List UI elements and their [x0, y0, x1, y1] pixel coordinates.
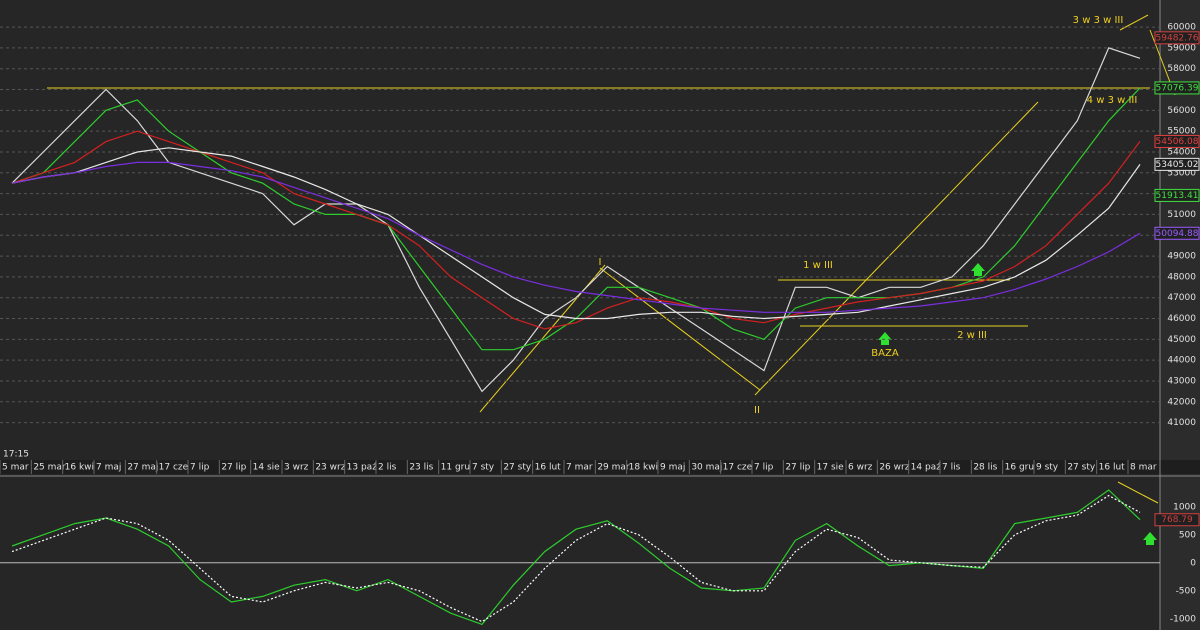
- price-label: 57076.39: [1156, 83, 1199, 93]
- price-marker: [1154, 188, 1200, 202]
- y-tick-label: -500: [1176, 586, 1197, 596]
- annotation: I: [599, 257, 602, 268]
- x-tick-label: 29 mar: [597, 463, 630, 473]
- x-tick-label: 17 cze: [723, 463, 753, 473]
- x-tick-label: 7 sty: [472, 463, 495, 473]
- series-line: [11, 494, 1141, 623]
- x-tick-label: 3 wrz: [284, 463, 309, 473]
- annotation: 1 w III: [803, 260, 833, 271]
- y-tick-label: 47000: [1167, 293, 1196, 303]
- x-tick-label: 23 lis: [409, 463, 433, 473]
- x-tick-label: 16 lut: [535, 463, 562, 473]
- arrow: [971, 263, 985, 276]
- x-tick-label: 13 paź: [347, 463, 378, 473]
- x-tick-label: 7 lip: [754, 463, 774, 473]
- arrow: [1143, 532, 1157, 545]
- y-tick-label: 43000: [1167, 376, 1196, 386]
- x-tick-label: 7 lip: [190, 463, 210, 473]
- x-tick-label: 23 wrz: [315, 463, 345, 473]
- x-tick-label: 7 maj: [96, 463, 121, 473]
- time-label: 17:15: [3, 450, 29, 460]
- x-tick-label: 16 lut: [1099, 463, 1126, 473]
- x-tick-label: 16 gru: [1005, 463, 1034, 473]
- price-label: 50094.88: [1156, 229, 1199, 239]
- annotation: 3 w 3 w III: [1073, 15, 1124, 26]
- series-line: [11, 147, 1141, 320]
- price-marker: [1154, 31, 1200, 45]
- x-tick-label: 17 sie: [817, 463, 845, 473]
- x-tick-label: 27 lip: [221, 463, 246, 473]
- x-tick-label: 14 sie: [253, 463, 281, 473]
- x-tick-label: 30 maj: [691, 463, 722, 473]
- y-tick-label: 48000: [1167, 272, 1196, 282]
- trend-line: [754, 101, 1039, 396]
- x-tick-label: 14 paź: [911, 463, 942, 473]
- y-tick-label: 49000: [1167, 252, 1196, 262]
- y-tick-label: 45000: [1167, 335, 1196, 345]
- y-tick-label: 54000: [1167, 147, 1196, 157]
- y-tick-label: 53000: [1167, 168, 1196, 178]
- annotation: II: [754, 405, 760, 416]
- y-tick-label: 500: [1179, 530, 1196, 540]
- y-tick-label: -1000: [1170, 614, 1196, 624]
- annotation: BAZA: [871, 348, 899, 359]
- arrows: [878, 263, 1157, 545]
- x-tick-label: 25 mar: [33, 463, 66, 473]
- x-tick-label: 7 lis: [942, 463, 961, 473]
- x-tick-label: 9 sty: [1036, 463, 1059, 473]
- y-tick-label: 44000: [1167, 356, 1196, 366]
- x-tick-label: 7 mar: [566, 463, 593, 473]
- y-tick-label: 60000: [1167, 23, 1196, 33]
- price-label: 51913.41: [1156, 191, 1199, 201]
- price-marker: [1154, 81, 1200, 95]
- x-tick-label: 26 wrz: [879, 463, 909, 473]
- x-tick-label: 27 sty: [1067, 463, 1096, 473]
- y-tick-label: 56000: [1167, 106, 1196, 116]
- price-label: 53405.02: [1156, 160, 1199, 170]
- y-tick-label: 55000: [1167, 127, 1196, 137]
- price-label: 59482.76: [1156, 33, 1199, 43]
- x-tick-label: 27 maj: [127, 463, 158, 473]
- y-tick-label: 1000: [1173, 502, 1196, 512]
- annotation: 4 w 3 w III: [1087, 95, 1138, 106]
- y-tick-label: 42000: [1167, 397, 1196, 407]
- x-tick-label: 6 wrz: [848, 463, 873, 473]
- price-marker: [1154, 134, 1200, 148]
- price-label: 768.79: [1161, 515, 1193, 525]
- x-tick-label: 28 lis: [973, 463, 997, 473]
- y-tick-label: 41000: [1167, 418, 1196, 428]
- date-strip: [0, 460, 1200, 474]
- series-line: [11, 161, 1141, 313]
- x-tick-label: 27 lip: [785, 463, 810, 473]
- trend-line: [599, 267, 761, 391]
- x-tick-label: 8 mar: [1130, 463, 1157, 473]
- price-marker: [1154, 513, 1200, 527]
- x-tick-label: 2 lis: [378, 463, 397, 473]
- x-tick-label: 5 mar: [2, 463, 29, 473]
- x-tick-label: 27 sty: [503, 463, 532, 473]
- y-tick-label: 0: [1190, 558, 1196, 568]
- series-line: [11, 47, 1141, 393]
- price-label: 54506.08: [1156, 137, 1199, 147]
- trend-line: [1117, 481, 1159, 504]
- x-tick-label: 16 kwi: [65, 463, 94, 473]
- y-tick-label: 59000: [1167, 43, 1196, 53]
- x-tick-label: 18 kwi: [629, 463, 658, 473]
- y-tick-label: 46000: [1167, 314, 1196, 324]
- x-tick-label: 9 maj: [660, 463, 685, 473]
- x-tick-label: 17 cze: [159, 463, 189, 473]
- price-marker: [1154, 226, 1200, 240]
- arrow: [878, 332, 892, 345]
- x-tick-label: 11 gru: [441, 463, 470, 473]
- annotation: 2 w III: [957, 330, 987, 341]
- y-tick-label: 51000: [1167, 210, 1196, 220]
- y-tick-label: 58000: [1167, 64, 1196, 74]
- price-marker: [1154, 157, 1200, 171]
